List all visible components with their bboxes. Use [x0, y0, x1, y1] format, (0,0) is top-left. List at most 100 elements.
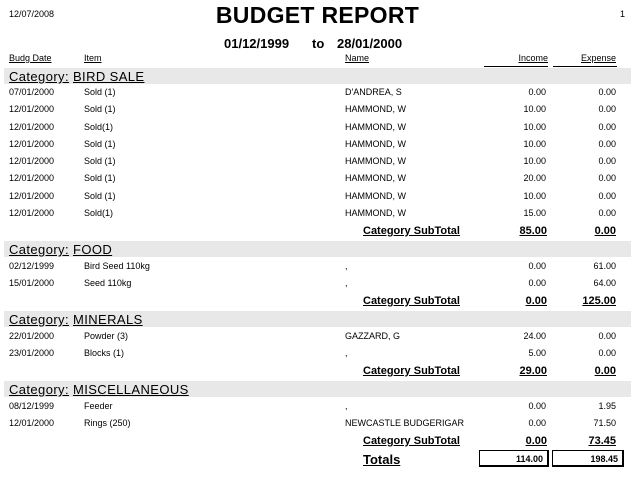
row-expense: 0.00: [598, 156, 616, 166]
row-item: Sold(1): [84, 208, 114, 218]
col-header-income: Income: [518, 53, 548, 63]
row-item: Sold (1): [84, 173, 116, 183]
row-date: 02/12/1999: [9, 261, 55, 271]
row-expense: 64.00: [593, 278, 616, 288]
subtotal-label: Category SubTotal: [363, 435, 460, 447]
row-income: 0.00: [528, 261, 546, 271]
row-date: 12/01/2000: [9, 418, 55, 428]
row-date: 07/01/2000: [9, 87, 55, 97]
row-item: Sold (1): [84, 139, 116, 149]
row-expense: 1.95: [598, 401, 616, 411]
row-item: Bird Seed 110kg: [84, 261, 150, 271]
totals-income-box: 114.00: [479, 450, 549, 467]
row-expense: 0.00: [598, 208, 616, 218]
range-from: 01/12/1999: [224, 36, 290, 51]
row-name: NEWCASTLE BUDGERIGAR: [345, 418, 465, 428]
row-date: 08/12/1999: [9, 401, 55, 411]
row-date: 12/01/2000: [9, 208, 55, 218]
category-name: MISCELLANEOUS: [72, 382, 189, 397]
range-to: 28/01/2000: [337, 36, 403, 51]
row-item: Sold (1): [84, 156, 116, 166]
row-item: Sold (1): [84, 104, 116, 114]
subtotal-expense: 125.00: [582, 295, 616, 307]
row-name: HAMMOND, W: [345, 122, 406, 132]
expense-header-rule: [553, 66, 617, 67]
subtotal-income: 0.00: [525, 435, 547, 447]
row-expense: 0.00: [598, 331, 616, 341]
row-item: Blocks (1): [84, 348, 125, 358]
row-name: ,: [345, 261, 348, 271]
row-income: 10.00: [523, 156, 546, 166]
subtotal-label: Category SubTotal: [363, 295, 460, 307]
row-name: ,: [345, 278, 348, 288]
category-prefix: Category:: [9, 382, 69, 397]
row-date: 23/01/2000: [9, 348, 55, 358]
row-income: 5.00: [528, 348, 546, 358]
subtotal-expense: 0.00: [594, 365, 616, 377]
col-header-budg-date: Budg Date: [9, 53, 52, 63]
row-income: 0.00: [528, 87, 546, 97]
row-item: Rings (250): [84, 418, 131, 428]
category-name: MINERALS: [72, 312, 143, 327]
row-expense: 0.00: [598, 173, 616, 183]
totals-label: Totals: [363, 452, 401, 467]
row-item: Powder (3): [84, 331, 129, 341]
row-expense: 0.00: [598, 348, 616, 358]
row-income: 10.00: [523, 122, 546, 132]
subtotal-label: Category SubTotal: [363, 365, 460, 377]
row-date: 15/01/2000: [9, 278, 55, 288]
category-prefix: Category:: [9, 242, 69, 257]
subtotal-income: 29.00: [519, 365, 547, 377]
row-name: GAZZARD, G: [345, 331, 401, 341]
row-date: 22/01/2000: [9, 331, 55, 341]
row-date: 12/01/2000: [9, 139, 55, 149]
row-name: HAMMOND, W: [345, 191, 406, 201]
range-to-word: to: [312, 36, 325, 51]
row-expense: 61.00: [593, 261, 616, 271]
category-heading: Category: FOOD: [9, 242, 112, 257]
row-item: Seed 110kg: [84, 278, 132, 288]
row-name: ,: [345, 401, 348, 411]
category-band: [4, 311, 631, 327]
row-income: 10.00: [523, 139, 546, 149]
category-band: [4, 241, 631, 257]
row-date: 12/01/2000: [9, 122, 55, 132]
row-name: HAMMOND, W: [345, 156, 406, 166]
row-income: 0.00: [528, 401, 546, 411]
row-item: Sold(1): [84, 122, 114, 132]
subtotal-expense: 73.45: [588, 435, 616, 447]
row-income: 20.00: [523, 173, 546, 183]
subtotal-income: 0.00: [525, 295, 547, 307]
row-income: 24.00: [523, 331, 546, 341]
row-date: 12/01/2000: [9, 104, 55, 114]
report-title: BUDGET REPORT: [215, 2, 420, 28]
col-header-expense: Expense: [580, 53, 616, 63]
subtotal-expense: 0.00: [594, 225, 616, 237]
page-number: 1: [619, 9, 625, 19]
subtotal-label: Category SubTotal: [363, 225, 460, 237]
row-name: HAMMOND, W: [345, 173, 406, 183]
totals-expense-box: 198.45: [552, 450, 624, 467]
row-expense: 0.00: [598, 191, 616, 201]
row-expense: 0.00: [598, 122, 616, 132]
row-item: Sold (1): [84, 191, 116, 201]
col-header-item: Item: [84, 53, 102, 63]
row-expense: 0.00: [598, 104, 616, 114]
row-expense: 0.00: [598, 87, 616, 97]
row-name: HAMMOND, W: [345, 208, 406, 218]
row-income: 10.00: [523, 104, 546, 114]
row-income: 15.00: [523, 208, 546, 218]
row-name: ,: [345, 348, 348, 358]
row-item: Sold (1): [84, 87, 116, 97]
row-name: HAMMOND, W: [345, 139, 406, 149]
row-date: 12/01/2000: [9, 156, 55, 166]
row-income: 10.00: [523, 191, 546, 201]
category-heading: Category: MINERALS: [9, 312, 143, 327]
row-item: Feeder: [84, 401, 113, 411]
income-header-rule: [484, 66, 548, 67]
category-heading: Category: MISCELLANEOUS: [9, 382, 189, 397]
category-band: [4, 68, 631, 84]
row-name: HAMMOND, W: [345, 104, 406, 114]
category-band: [4, 381, 631, 397]
row-expense: 71.50: [593, 418, 616, 428]
